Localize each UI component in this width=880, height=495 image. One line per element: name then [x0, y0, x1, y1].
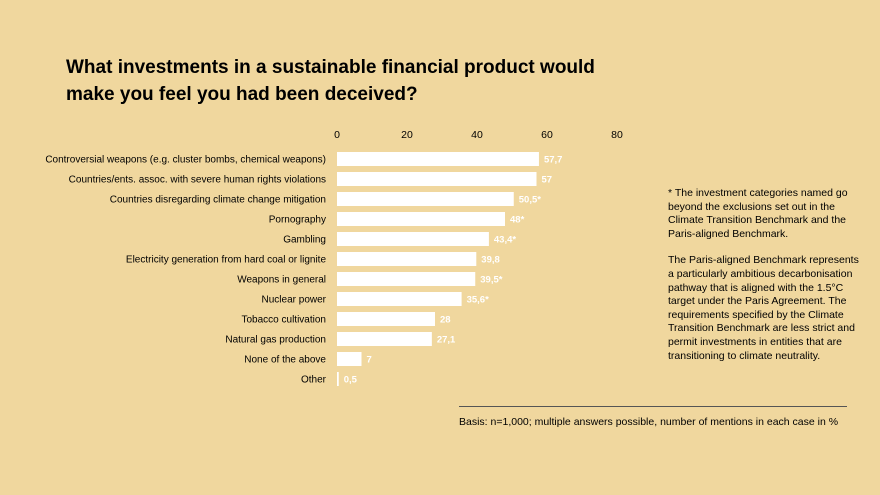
category-label: Countries/ents. assoc. with severe human…: [69, 175, 326, 186]
category-label: Natural gas production: [225, 335, 326, 346]
bar: [337, 332, 432, 346]
x-tick-label: 80: [611, 129, 623, 141]
bar: [337, 152, 539, 166]
x-tick-label: 40: [471, 129, 483, 141]
value-label: 39,5*: [480, 275, 502, 286]
value-label: 48*: [510, 215, 525, 226]
bar: [337, 352, 362, 366]
value-label: 39,8: [481, 255, 500, 266]
value-label: 43,4*: [494, 235, 516, 246]
paris-note-text: The Paris-aligned Benchmark represents a…: [668, 254, 859, 362]
basis-text: Basis: n=1,000; multiple answers possibl…: [459, 416, 839, 428]
category-label: Other: [301, 375, 327, 386]
x-tick-label: 60: [541, 129, 553, 141]
category-label: Countries disregarding climate change mi…: [110, 195, 326, 206]
category-label: Tobacco cultivation: [242, 315, 327, 326]
bar: [337, 212, 505, 226]
footnote-text: * The investment categories named go bey…: [668, 187, 848, 240]
value-label: 50,5*: [519, 195, 541, 206]
category-label: Weapons in general: [237, 275, 326, 286]
bar: [337, 252, 477, 266]
value-label: 0,5: [344, 375, 358, 386]
category-label: Pornography: [269, 215, 326, 226]
value-label: 7: [367, 355, 372, 366]
value-label: 35,6*: [467, 295, 489, 306]
category-label: None of the above: [244, 355, 326, 366]
value-label: 27,1: [437, 335, 456, 346]
category-label: Electricity generation from hard coal or…: [126, 255, 327, 266]
bar: [337, 232, 489, 246]
value-label: 28: [440, 315, 451, 326]
bar: [337, 172, 537, 186]
bar: [337, 272, 476, 286]
category-label: Nuclear power: [262, 295, 327, 306]
notes-panel: * The investment categories named go bey…: [668, 187, 864, 376]
bar: [337, 192, 514, 206]
bar: [337, 312, 435, 326]
x-tick-label: 0: [334, 129, 340, 141]
divider: [459, 406, 847, 407]
bar: [337, 292, 462, 306]
x-tick-label: 20: [401, 129, 413, 141]
value-label: 57: [542, 175, 553, 186]
chart-title: What investments in a sustainable financ…: [66, 57, 595, 105]
bar: [337, 372, 339, 386]
category-label: Controversial weapons (e.g. cluster bomb…: [45, 155, 326, 166]
category-label: Gambling: [283, 235, 326, 246]
value-label: 57,7: [544, 155, 563, 166]
